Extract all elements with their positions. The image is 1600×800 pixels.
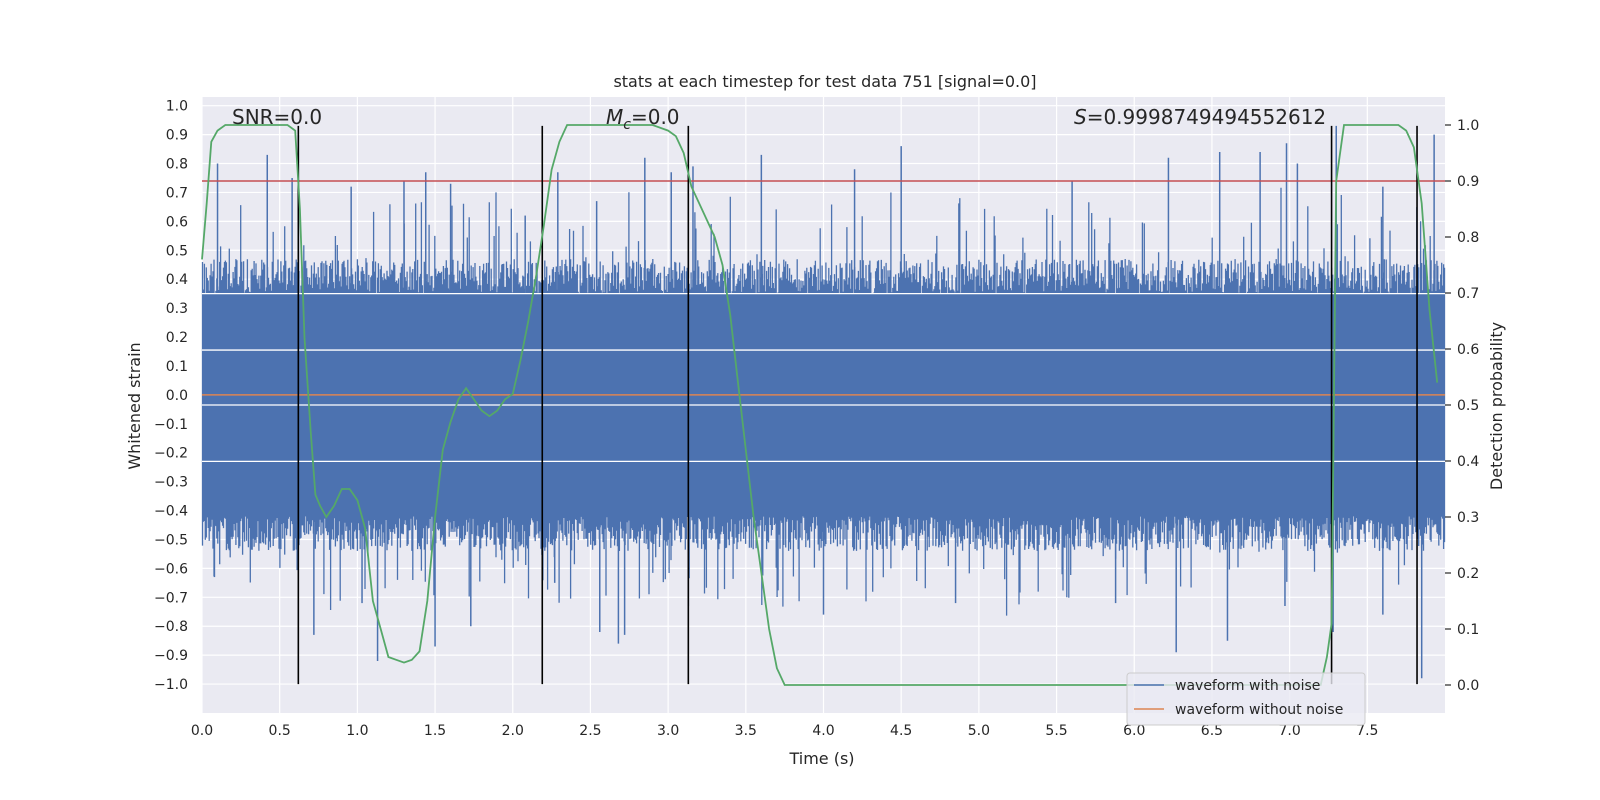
y-axis-label: Whitened strain: [125, 342, 144, 469]
y-tick-label: −0.1: [154, 417, 188, 433]
y2-tick-label: 0.0: [1457, 678, 1479, 694]
y-tick-label: −0.7: [154, 590, 188, 606]
y-tick-label: −0.6: [154, 561, 188, 577]
x-tick-label: 0.5: [269, 723, 291, 739]
x-tick-label: 3.0: [657, 723, 679, 739]
y2-tick-label: 0.5: [1457, 398, 1479, 414]
y-tick-label: 0.8: [166, 157, 188, 173]
y2-tick-label: 0.3: [1457, 510, 1479, 526]
y2-tick-label: 0.4: [1457, 454, 1479, 470]
x-tick-label: 5.5: [1045, 723, 1067, 739]
x-tick-label: 4.5: [890, 723, 912, 739]
snr-annotation: SNR=0.0: [232, 105, 322, 129]
x-axis-label: Time (s): [788, 749, 854, 768]
legend-label-noise: waveform with noise: [1175, 678, 1320, 694]
noise-series: [201, 125, 1446, 679]
x-tick-label: 6.0: [1123, 723, 1145, 739]
y-tick-label: 0.6: [166, 214, 188, 230]
y-tick-label: −0.4: [154, 504, 188, 520]
x-tick-label: 3.5: [735, 723, 757, 739]
vertical-markers: [297, 125, 1418, 685]
mc-subscript: c: [623, 117, 631, 133]
mc-annotation: Mc=0.0: [606, 105, 680, 133]
y2-axis-ticks: 1.0 0.9 0.8 0.7 0.6 0.5 0.4 0.3 0.2 0.1 0.0: [1445, 118, 1479, 694]
y2-tick-label: 0.7: [1457, 286, 1479, 302]
legend-label-clean: waveform without noise: [1175, 702, 1343, 718]
x-tick-label: 7.5: [1356, 723, 1378, 739]
x-axis-ticks: 0.0 0.5 1.0 1.5 2.0 2.5 3.0 3.5 4.0 4.5 5.0 5.5 6.0 6…: [191, 723, 1379, 739]
y-tick-label: −1.0: [154, 677, 188, 693]
x-tick-label: 5.0: [968, 723, 990, 739]
y-tick-label: 0.1: [166, 359, 188, 375]
x-tick-label: 6.5: [1201, 723, 1223, 739]
s-symbol: S: [1074, 105, 1087, 129]
x-tick-label: 4.0: [812, 723, 834, 739]
x-tick-label: 1.0: [346, 723, 368, 739]
y2-tick-label: 0.6: [1457, 342, 1479, 358]
s-value: =0.9998749494552612: [1087, 105, 1326, 129]
y2-axis-label: Detection probability: [1487, 322, 1506, 490]
mc-symbol: M: [606, 105, 623, 129]
y2-tick-label: 0.2: [1457, 566, 1479, 582]
x-tick-label: 0.0: [191, 723, 213, 739]
legend-box: [1126, 672, 1366, 726]
x-tick-label: 7.0: [1278, 723, 1300, 739]
x-tick-label: 2.0: [502, 723, 524, 739]
s-annotation: S=0.9998749494552612: [1074, 105, 1326, 129]
chart-title: stats at each timestep for test data 751…: [613, 72, 1036, 91]
y-tick-label: 1.0: [166, 99, 188, 115]
y-tick-label: −0.5: [154, 532, 188, 548]
x-tick-label: 2.5: [579, 723, 601, 739]
y-tick-label: 0.9: [166, 128, 188, 144]
y2-tick-label: 0.8: [1457, 230, 1479, 246]
y-tick-label: 0.0: [166, 388, 188, 404]
y-tick-label: 0.3: [166, 301, 188, 317]
y2-tick-label: 1.0: [1457, 118, 1479, 134]
y-tick-label: −0.8: [154, 619, 188, 635]
legend: waveform with noise waveform without noi…: [1126, 672, 1366, 726]
reference-lines: [202, 180, 1445, 396]
y-tick-label: 0.4: [166, 272, 188, 288]
y-tick-label: 0.2: [166, 330, 188, 346]
y-tick-label: −0.2: [154, 446, 188, 462]
y-tick-label: −0.9: [154, 648, 188, 664]
x-tick-label: 1.5: [424, 723, 446, 739]
white-lines: [202, 293, 1445, 463]
noise-waveform: [201, 187, 1446, 616]
y-tick-label: −0.3: [154, 475, 188, 491]
y-tick-label: 0.7: [166, 185, 188, 201]
y-axis-ticks: 1.0 0.9 0.8 0.7 0.6 0.5 0.4 0.3 0.2 0.1 0.0 −0.1 −0.…: [154, 99, 188, 693]
y-tick-label: 0.5: [166, 243, 188, 259]
mc-value: =0.0: [631, 105, 680, 129]
y2-tick-label: 0.9: [1457, 174, 1479, 190]
y2-tick-label: 0.1: [1457, 622, 1479, 638]
